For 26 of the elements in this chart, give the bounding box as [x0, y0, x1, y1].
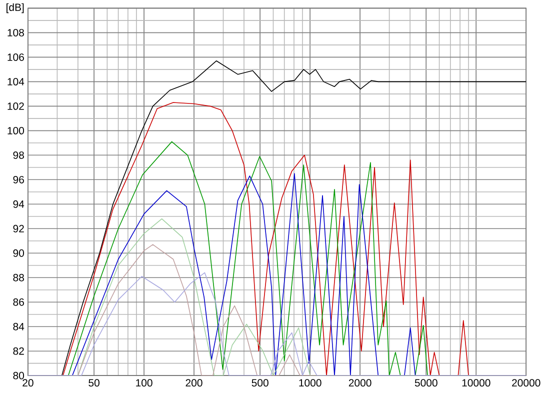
x-tick-label: 5000 — [414, 379, 438, 387]
x-tick-label: 100 — [136, 379, 152, 387]
x-tick-label: 200 — [186, 379, 202, 387]
y-tick-label: 86 — [13, 298, 24, 306]
x-tick-label: 50 — [88, 379, 100, 387]
x-tick-label: 2000 — [348, 379, 372, 387]
x-tick-label: 500 — [252, 379, 268, 387]
y-tick-label: 100 — [8, 127, 24, 135]
y-tick-label: [dB] — [6, 4, 24, 14]
x-tick-label: 20000 — [512, 379, 540, 387]
x-tick-label: 20 — [22, 379, 34, 387]
y-tick-label: 84 — [13, 323, 24, 331]
y-tick-label: 98 — [13, 152, 24, 160]
y-tick-label: 94 — [13, 200, 24, 208]
x-tick-label: 10000 — [462, 379, 490, 387]
y-tick-label: 104 — [8, 78, 24, 86]
x-tick-label: 1000 — [299, 379, 322, 387]
y-tick-label: 90 — [13, 250, 24, 258]
y-tick-label: 82 — [13, 348, 24, 356]
y-tick-label: 106 — [8, 54, 24, 62]
y-tick-label: 108 — [8, 29, 24, 37]
y-tick-label: 92 — [13, 225, 24, 233]
y-tick-label: 80 — [13, 372, 24, 380]
y-tick-label: 88 — [13, 274, 24, 282]
y-tick-label: 96 — [13, 176, 24, 184]
y-tick-label: 102 — [8, 102, 24, 110]
